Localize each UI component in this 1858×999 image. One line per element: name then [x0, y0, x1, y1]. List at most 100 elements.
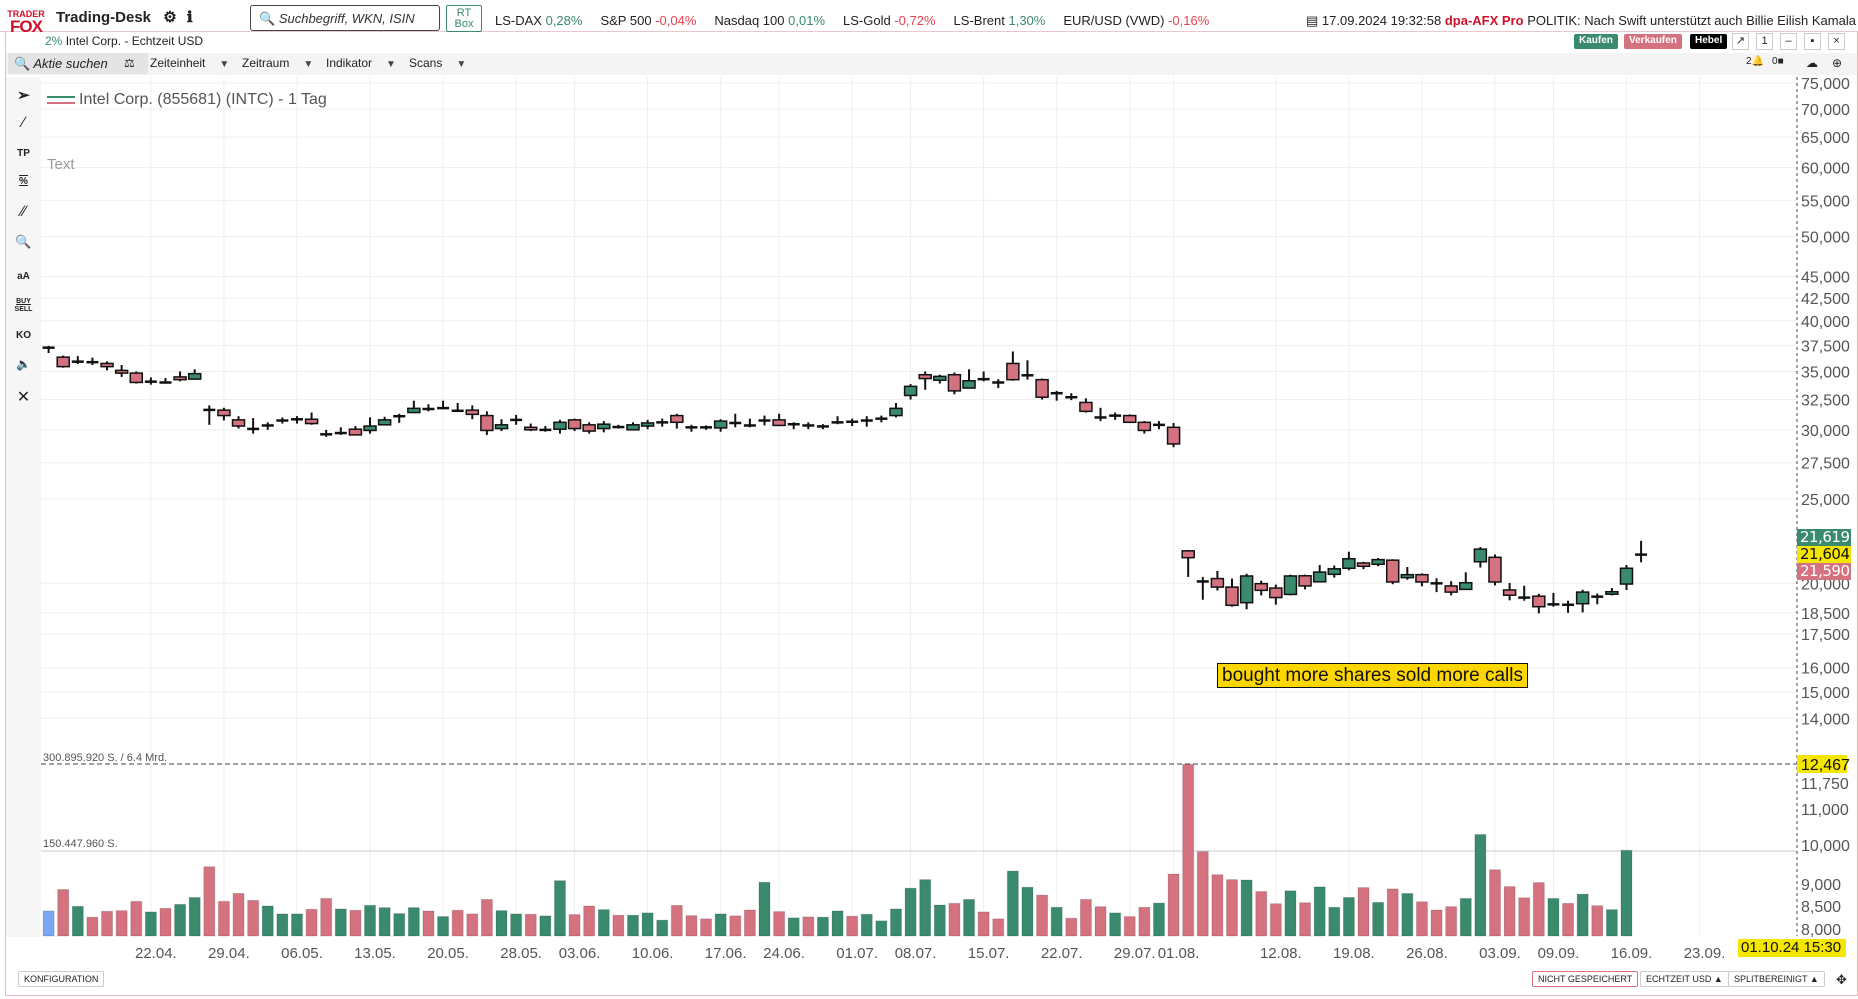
ko-tool[interactable]: KO	[16, 330, 31, 341]
volume-bar	[1182, 763, 1195, 937]
news-ticker[interactable]: ▤ 17.09.2024 19:32:58 dpa-AFX Pro POLITI…	[1306, 13, 1858, 29]
news-headline[interactable]: POLITIK: Nach Swift unterstützt auch Bil…	[1527, 13, 1858, 28]
volume-tick-label: 12,467	[1801, 757, 1850, 774]
candle-doji	[261, 424, 274, 427]
candle-body	[903, 385, 918, 397]
window-number-button[interactable]: 1	[1756, 33, 1773, 50]
ticker-item[interactable]: Nasdaq 100 0,01%	[714, 13, 825, 28]
tp-tool[interactable]: TP	[17, 148, 30, 159]
volume-bar	[1255, 891, 1268, 937]
compare-icon[interactable]: ⚖	[124, 56, 135, 70]
date-tick-label: 22.07.	[1041, 945, 1083, 962]
chart-text-label[interactable]: Text	[47, 156, 75, 173]
candle-body	[1312, 571, 1327, 583]
ticker-change: -0,72%	[894, 13, 936, 28]
configuration-button[interactable]: KONFIGURATION	[18, 971, 105, 987]
ticker-name: LS-Gold	[843, 13, 891, 28]
candle-doji	[247, 427, 260, 431]
date-tick-label: 19.08.	[1333, 945, 1375, 962]
ask-price-badge: 21,619	[1797, 529, 1851, 547]
lever-button[interactable]: Hebel	[1690, 34, 1728, 49]
info-icon[interactable]: ℹ	[186, 9, 193, 26]
zoom-icon[interactable]: 🔍	[15, 234, 32, 249]
candle-body	[1488, 556, 1502, 583]
chart-legend[interactable]: Intel Corp. (855681) (INTC) - 1 Tag	[47, 91, 327, 109]
cloud-icon[interactable]: ☁	[1806, 56, 1818, 70]
candle-doji	[422, 407, 435, 411]
ticker-item[interactable]: S&P 500 -0,04%	[600, 13, 696, 28]
ticker-change: 0,28%	[545, 13, 583, 28]
pointer-icon[interactable]: ➢	[17, 87, 30, 104]
sell-button[interactable]: Verkaufen	[1624, 34, 1682, 49]
split-adjusted-button[interactable]: SPLITBEREINIGT ▲	[1728, 971, 1825, 987]
volume-bar	[773, 911, 786, 937]
gear-icon[interactable]: ⚙	[163, 9, 177, 26]
volume-bar	[378, 907, 391, 937]
period-dropdown[interactable]: Zeitraum ▼	[242, 56, 313, 70]
minimize-icon[interactable]: –	[1780, 33, 1797, 50]
global-search-input[interactable]: 🔍 Suchbegriff, WKN, ISIN	[250, 5, 440, 31]
stock-search-button[interactable]: 🔍 Aktie suchen	[8, 53, 148, 74]
ticker-item[interactable]: LS-Brent 1,30%	[954, 13, 1046, 28]
realtime-currency-button[interactable]: ECHTZEIT USD ▲	[1640, 971, 1729, 987]
volume-bar	[261, 905, 274, 937]
date-tick-label: 03.09.	[1479, 945, 1521, 962]
candle-body	[1459, 581, 1473, 591]
alerts-button[interactable]: 2🔔	[1746, 56, 1764, 67]
delete-icon[interactable]: ✕	[16, 389, 31, 406]
ticker-change: 1,30%	[1008, 13, 1046, 28]
search-icon: 🔍	[14, 56, 31, 71]
parallel-lines-icon[interactable]: ∕∕	[20, 203, 26, 220]
candle-doji	[1430, 582, 1443, 585]
candle-body	[1502, 589, 1517, 596]
close-icon[interactable]: ×	[1828, 33, 1845, 50]
price-tick-label: 55,000	[1801, 193, 1850, 210]
move-icon[interactable]: ✥	[1836, 972, 1847, 987]
candle-doji	[743, 424, 756, 427]
candle-body	[465, 409, 480, 416]
maximize-icon[interactable]: ▪	[1804, 33, 1821, 50]
volume-bar	[1591, 905, 1604, 937]
folder-button[interactable]: 0■	[1772, 56, 1784, 67]
candle-body	[1473, 548, 1488, 563]
not-saved-button[interactable]: NICHT GESPEICHERT	[1532, 971, 1639, 987]
chart-annotation[interactable]: bought more shares sold more calls	[1217, 663, 1528, 688]
ticker-item[interactable]: LS-Gold -0,72%	[843, 13, 936, 28]
trendline-icon[interactable]: ∕	[22, 114, 25, 131]
candle-doji	[159, 381, 172, 384]
date-tick-label: 20.05.	[427, 945, 469, 962]
candle-doji	[290, 418, 303, 421]
price-tick-label: 16,000	[1801, 661, 1850, 678]
date-tick-label: 01.07.	[836, 945, 878, 962]
speaker-icon[interactable]: 🔈	[16, 357, 31, 371]
share-icon[interactable]: ↗	[1732, 33, 1749, 50]
volume-bar	[919, 879, 932, 937]
candle-doji	[1094, 416, 1107, 419]
text-size-tool[interactable]: aA	[17, 271, 30, 282]
volume-bar	[1401, 892, 1414, 937]
volume-bar	[305, 908, 318, 937]
scans-dropdown[interactable]: Scans ▼	[409, 56, 466, 70]
candle-body	[597, 423, 611, 430]
candle-body	[713, 420, 728, 429]
ticker-name: Nasdaq 100	[714, 13, 785, 28]
buy-sell-tool[interactable]: BUY SELL	[6, 298, 41, 314]
volume-bar	[714, 913, 727, 937]
volume-bar	[1488, 869, 1501, 937]
ticker-item[interactable]: EUR/USD (VWD) -0,16%	[1063, 13, 1209, 28]
candle-doji	[539, 428, 552, 432]
percent-tool[interactable]: %	[19, 176, 28, 187]
add-icon[interactable]: ⊕	[1832, 56, 1843, 70]
volume-bar	[816, 916, 829, 937]
volume-bar	[495, 910, 508, 937]
candle-doji	[203, 408, 216, 412]
indicator-dropdown[interactable]: Indikator ▼	[326, 56, 396, 70]
candle-doji	[437, 406, 450, 410]
buy-button[interactable]: Kaufen	[1574, 34, 1618, 49]
timeunit-dropdown[interactable]: Zeiteinheit ▼	[150, 56, 229, 70]
candle-doji	[1518, 596, 1531, 599]
rt-box-button[interactable]: RT Box	[446, 5, 482, 32]
ticker-item[interactable]: LS-DAX 0,28%	[495, 13, 582, 28]
volume-max-label: 300.895.920 S. / 6.4 Mrd.	[43, 752, 168, 764]
